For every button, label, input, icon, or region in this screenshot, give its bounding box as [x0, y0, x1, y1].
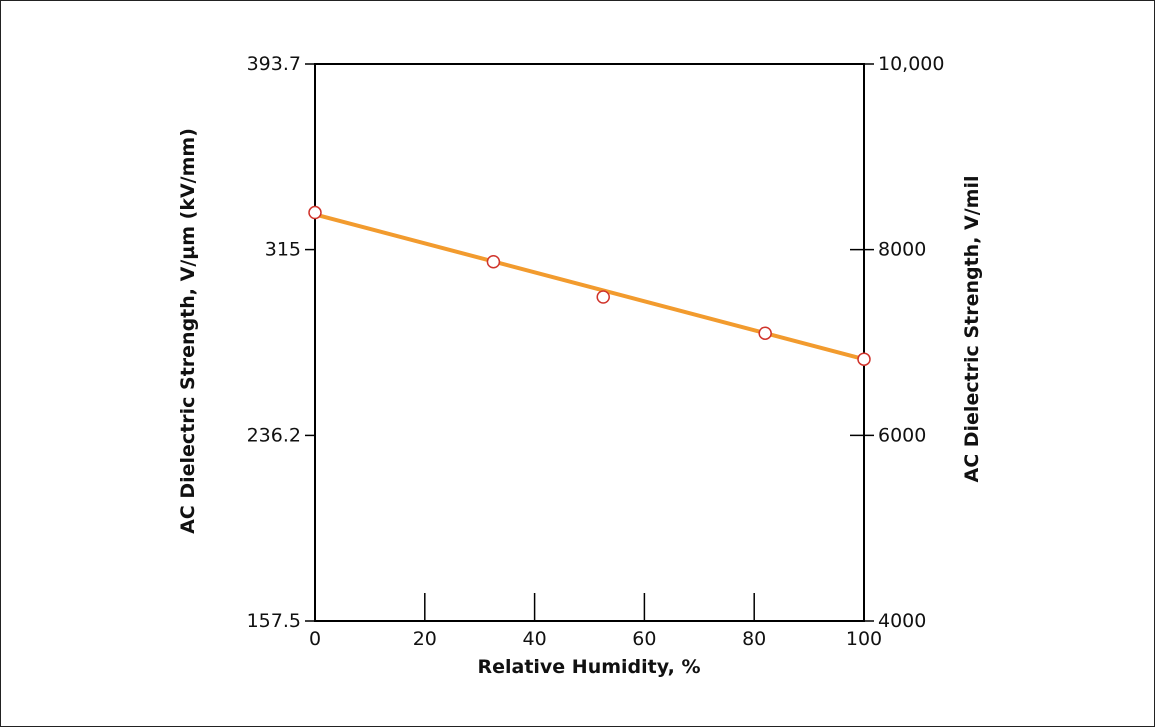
- y-left-tick-label: 236.2: [247, 424, 301, 446]
- y-left-axis-title: AC Dielectric Strength, V/µm (kV/mm): [177, 128, 199, 534]
- y-right-axis-title: AC Dielectric Strength, V/mil: [961, 176, 983, 483]
- x-tick-label: 40: [523, 628, 547, 650]
- y-right-tick-label: 8000: [878, 239, 926, 261]
- data-point-marker: [857, 352, 871, 366]
- x-tick-label: 60: [632, 628, 656, 650]
- y-left-tick-label: 393.7: [247, 53, 301, 75]
- data-point-marker: [308, 205, 322, 220]
- x-tick-label: 0: [309, 628, 321, 650]
- plot-area-border: [314, 63, 865, 622]
- y-right-tick-label: 6000: [878, 424, 926, 446]
- x-tick-label: 20: [413, 628, 437, 650]
- x-ticks: 0 20 40 60 80 100: [309, 593, 882, 650]
- data-point-marker: [596, 290, 610, 304]
- y-left-ticks: 157.5 236.2 315 393.7: [247, 53, 315, 632]
- y-right-tick-label: 4000: [878, 610, 926, 632]
- series-layer: [308, 205, 871, 366]
- series-fit-line: [313, 212, 866, 362]
- y-left-tick-label: 157.5: [247, 610, 301, 632]
- y-left-tick-label: 315: [265, 239, 301, 261]
- x-tick-label: 100: [846, 628, 882, 650]
- x-axis-title: Relative Humidity, %: [477, 656, 700, 678]
- data-point-marker: [758, 326, 772, 340]
- data-point-marker: [486, 254, 501, 269]
- y-right-ticks: 4000 6000 8000 10,000: [850, 53, 944, 632]
- x-tick-label: 80: [742, 628, 766, 650]
- y-right-tick-label: 10,000: [878, 53, 944, 75]
